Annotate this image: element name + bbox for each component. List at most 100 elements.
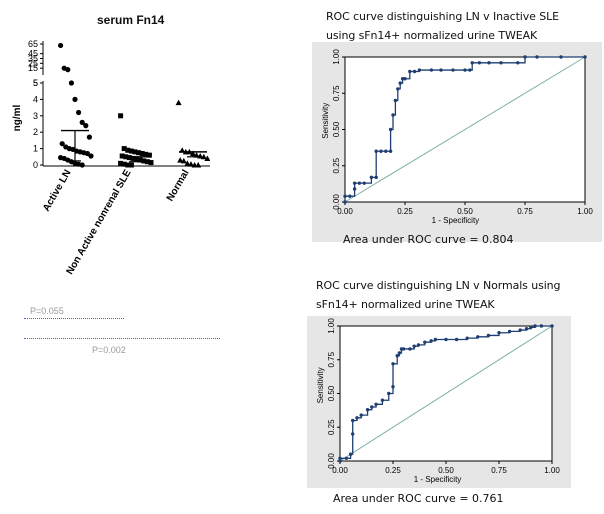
y-tick-label: 0.50 xyxy=(327,385,336,401)
y-tick-label: 0.50 xyxy=(332,121,341,137)
roc-point xyxy=(429,68,434,72)
y-tick-label: 35 xyxy=(28,54,38,64)
roc1-title: ROC curve distinguishing LN v Inactive S… xyxy=(326,10,559,42)
roc-point xyxy=(374,149,378,153)
y-tick-label: 1.00 xyxy=(327,318,336,334)
roc-point xyxy=(539,324,544,328)
y-tick-label: 2 xyxy=(33,127,38,137)
x-tick-label: 1.00 xyxy=(544,466,560,475)
roc-point xyxy=(444,337,448,342)
roc2-chart: 0.000.00 0.25 0.25 0.50 0.50 0.75 0.75 1.00 1.00… xyxy=(307,316,571,488)
data-point-circle xyxy=(65,67,71,73)
y-tick-label: 1 xyxy=(33,144,38,154)
data-point-triangle xyxy=(175,99,182,106)
reference-line xyxy=(344,56,586,203)
x-tick-label: 0.25 xyxy=(385,466,401,475)
roc-point xyxy=(486,333,491,338)
roc-point xyxy=(433,337,438,342)
y-tick-label: 0.00 xyxy=(332,194,341,210)
roc-point xyxy=(391,385,395,389)
roc-point xyxy=(476,335,480,339)
y-tick-label: 0 xyxy=(33,160,38,170)
roc-point xyxy=(359,413,363,417)
y-tick-label: 5 xyxy=(33,78,38,88)
roc-point xyxy=(463,68,467,72)
roc-point xyxy=(374,402,378,406)
roc-point xyxy=(344,456,349,460)
data-point-square xyxy=(132,149,138,155)
roc-point xyxy=(388,127,393,132)
y-tick-label: 15 xyxy=(28,63,38,73)
roc-point xyxy=(518,328,522,332)
data-point-square xyxy=(128,162,134,168)
roc-point xyxy=(408,347,412,351)
roc-point xyxy=(379,149,383,153)
roc1-chart: 0.000.00 0.25 0.25 0.50 0.50 0.75 0.75 1.00 1.00… xyxy=(312,42,602,242)
roc-point xyxy=(451,68,455,72)
y-tick-label: 25 xyxy=(28,58,38,68)
x-axis-label: 1 - Specificity xyxy=(414,475,462,484)
data-point-circle xyxy=(79,162,85,168)
scatter-title: serum Fn14 xyxy=(97,13,165,27)
roc-point xyxy=(550,324,554,328)
data-point-square xyxy=(118,113,124,119)
data-point-triangle xyxy=(204,155,210,161)
roc-point xyxy=(397,351,402,355)
y-axis-label: Sensitivity xyxy=(316,367,325,403)
roc-point xyxy=(396,87,400,91)
data-point-square xyxy=(125,147,131,153)
roc-point xyxy=(369,175,374,180)
data-point-square xyxy=(134,156,140,162)
roc-point xyxy=(351,418,355,423)
data-point-triangle xyxy=(177,157,184,163)
data-point-triangle xyxy=(184,160,191,166)
roc2-title: ROC curve distinguishing LN v Normals us… xyxy=(316,279,561,311)
p-value-2-line xyxy=(24,338,220,339)
roc-point xyxy=(391,362,395,366)
data-point-circle xyxy=(88,153,94,159)
roc-point xyxy=(380,398,385,402)
roc-point xyxy=(384,149,388,153)
roc2-auc: Area under ROC curve = 0.761 xyxy=(333,492,504,505)
x-tick-label: 0.25 xyxy=(397,207,413,216)
roc-point xyxy=(468,68,472,72)
y-tick-label: 3 xyxy=(33,111,38,121)
data-point-square xyxy=(136,150,142,156)
roc-point xyxy=(343,194,347,198)
roc-point xyxy=(524,327,529,331)
roc-point xyxy=(391,113,395,117)
roc-point xyxy=(370,405,374,409)
roc-point xyxy=(403,77,407,81)
data-point-square xyxy=(141,158,147,164)
data-point-square xyxy=(143,151,149,157)
category-label: Normal xyxy=(165,168,192,204)
y-axis-label: ng/ml xyxy=(12,104,23,131)
data-point-circle xyxy=(79,119,85,125)
data-point-circle xyxy=(72,96,78,102)
roc-point xyxy=(374,175,378,180)
data-point-circle xyxy=(76,109,82,116)
roc-point xyxy=(412,69,417,74)
roc-point xyxy=(408,69,412,74)
x-axis-label: 1 - Specificity xyxy=(432,216,480,225)
data-point-circle xyxy=(68,80,74,86)
data-point-square xyxy=(146,152,152,158)
roc-point xyxy=(393,98,398,103)
roc-point xyxy=(352,187,357,191)
data-point-circle xyxy=(58,42,64,49)
y-tick-label: 65 xyxy=(28,39,38,49)
data-point-triangle xyxy=(200,153,207,160)
reference-line xyxy=(339,325,553,462)
roc-point xyxy=(348,194,352,198)
roc-point xyxy=(470,61,474,65)
data-point-circle xyxy=(86,134,92,140)
roc-point xyxy=(338,459,342,463)
data-point-square xyxy=(148,160,154,166)
category-label: Active LN xyxy=(41,168,74,213)
x-tick-label: 0.50 xyxy=(457,207,473,216)
p-value-1: P=0.055 xyxy=(30,306,64,316)
roc-point xyxy=(516,61,520,65)
roc-point xyxy=(523,55,527,59)
roc-point xyxy=(362,181,366,185)
